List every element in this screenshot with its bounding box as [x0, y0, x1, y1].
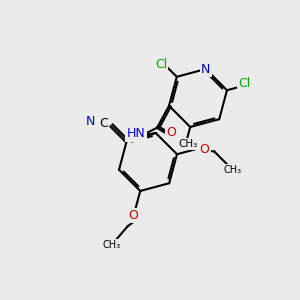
Text: N: N [85, 115, 95, 128]
Text: Cl: Cl [238, 77, 250, 90]
Text: O: O [166, 126, 176, 139]
Text: HN: HN [127, 127, 146, 140]
Text: CH₃: CH₃ [103, 240, 121, 250]
Text: C: C [99, 117, 108, 130]
Text: N: N [201, 62, 211, 76]
Text: O: O [200, 143, 209, 156]
Text: CH₃: CH₃ [178, 140, 197, 149]
Text: Cl: Cl [155, 58, 167, 70]
Text: CH₃: CH₃ [223, 165, 242, 175]
Text: O: O [129, 209, 139, 222]
